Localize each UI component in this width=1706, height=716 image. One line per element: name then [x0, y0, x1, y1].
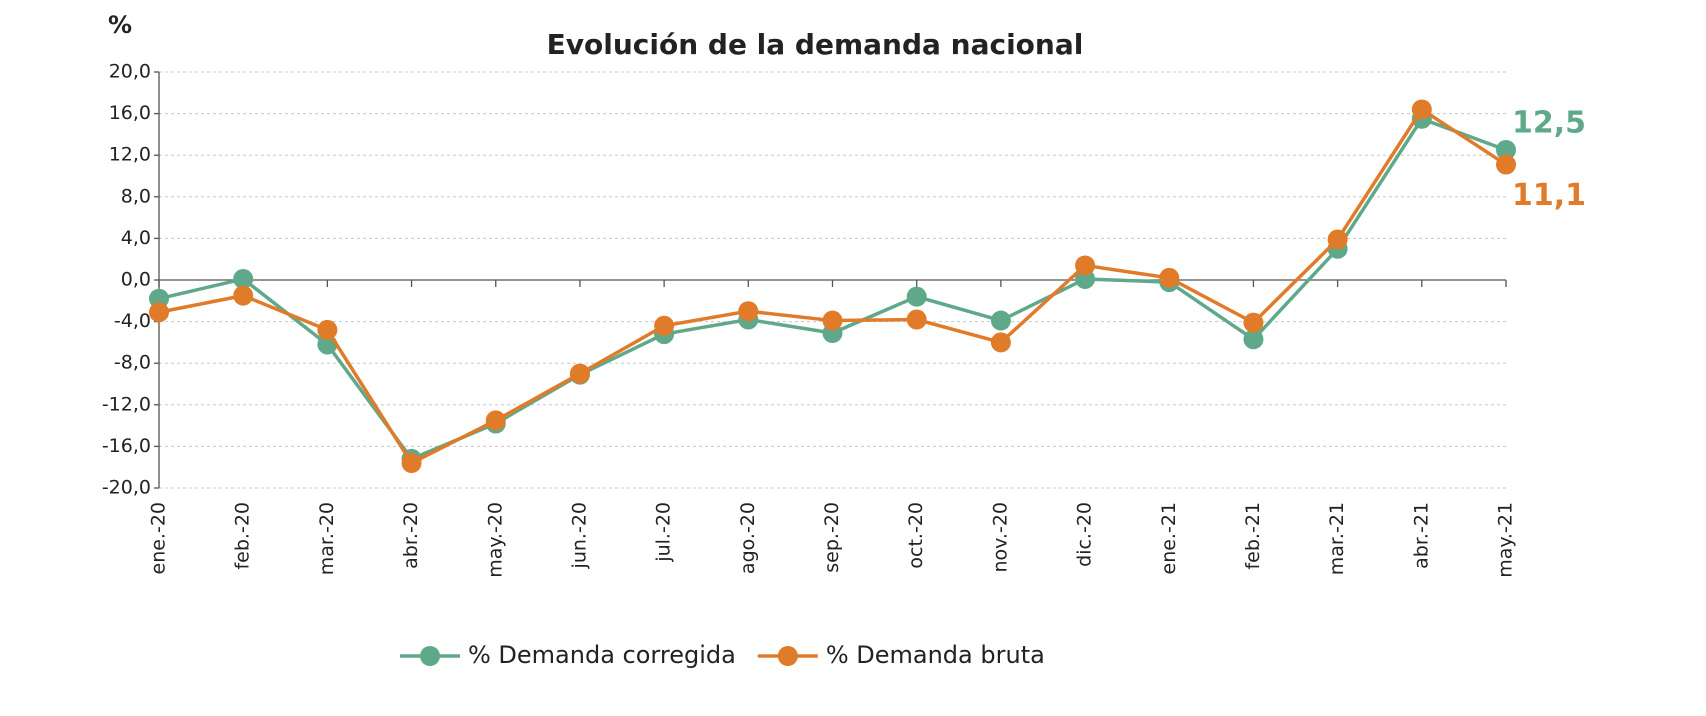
data-label: 11,1 [1512, 178, 1586, 213]
x-tick-label: jun.-20 [568, 502, 590, 569]
data-point [401, 453, 422, 474]
legend-marker [777, 646, 798, 666]
data-point [1243, 312, 1264, 333]
x-tick-label: nov.-20 [989, 502, 1011, 573]
y-tick-label: -20,0 [102, 477, 151, 499]
y-tick-label: -12,0 [102, 393, 151, 415]
x-tick-label: sep.-20 [821, 502, 843, 573]
x-tick-label: dic.-20 [1074, 502, 1096, 567]
data-point [906, 309, 927, 330]
y-tick-label: 20,0 [109, 61, 151, 83]
data-point [569, 363, 590, 384]
legend-label: % Demanda corregida [468, 641, 736, 669]
x-tick-label: ago.-20 [737, 502, 759, 574]
x-tick-label: ene.-20 [148, 502, 170, 575]
y-tick-label: 12,0 [109, 144, 151, 166]
x-tick-label: jul.-20 [653, 502, 675, 563]
y-tick-label: -16,0 [102, 435, 151, 457]
y-axis-title: % [108, 11, 132, 39]
x-tick-label: may.-21 [1495, 502, 1517, 578]
data-point [317, 319, 338, 340]
data-point [822, 310, 843, 331]
data-point [149, 302, 169, 323]
data-label: 12,5 [1512, 106, 1586, 141]
x-tick-label: oct.-20 [905, 502, 927, 569]
y-tick-label: 8,0 [121, 185, 151, 207]
y-tick-label: 16,0 [109, 102, 151, 124]
data-point [1243, 329, 1264, 350]
data-point [1411, 99, 1432, 120]
chart-title: Evolución de la demanda nacional [547, 28, 1084, 61]
data-point [233, 268, 254, 289]
data-point [1327, 229, 1348, 250]
y-tick-label: -8,0 [114, 352, 151, 374]
x-tick-label: feb.-20 [232, 502, 254, 570]
data-point [233, 285, 254, 306]
x-tick-label: feb.-21 [1242, 502, 1264, 570]
x-tick-label: mar.-20 [316, 502, 338, 575]
data-point [1159, 267, 1180, 288]
legend-marker [420, 646, 440, 666]
data-point [654, 315, 675, 336]
y-tick-label: 4,0 [121, 227, 151, 249]
y-tick-label: -4,0 [114, 310, 151, 332]
data-point [990, 332, 1011, 353]
x-tick-label: abr.-20 [400, 502, 422, 569]
x-tick-label: may.-20 [484, 502, 506, 578]
data-point [1075, 255, 1096, 276]
data-point [1496, 140, 1516, 160]
x-tick-label: abr.-21 [1410, 502, 1432, 569]
data-point [738, 301, 759, 322]
x-tick-label: mar.-21 [1326, 502, 1348, 575]
x-tick-label: ene.-21 [1158, 502, 1180, 575]
data-point [906, 286, 927, 307]
legend-label: % Demanda bruta [826, 641, 1045, 669]
data-point [990, 310, 1011, 331]
y-tick-label: 0,0 [121, 269, 151, 291]
data-point [485, 410, 506, 431]
data-point [1496, 154, 1516, 175]
series-line [158, 116, 1507, 462]
